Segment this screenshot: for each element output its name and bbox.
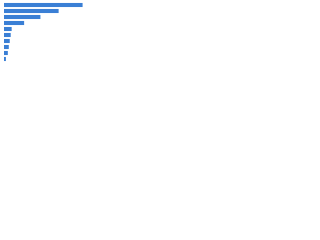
bar — [4, 14, 41, 20]
bar — [4, 56, 6, 62]
bar — [4, 26, 12, 32]
bar — [4, 8, 59, 14]
bar — [4, 32, 11, 38]
bar — [4, 20, 25, 26]
bar — [4, 50, 8, 56]
chart — [4, 2, 83, 62]
bar — [4, 2, 83, 8]
bar — [4, 44, 9, 50]
page: (() => { const data = JSON.parse(documen… — [0, 0, 320, 71]
bar — [4, 38, 10, 44]
